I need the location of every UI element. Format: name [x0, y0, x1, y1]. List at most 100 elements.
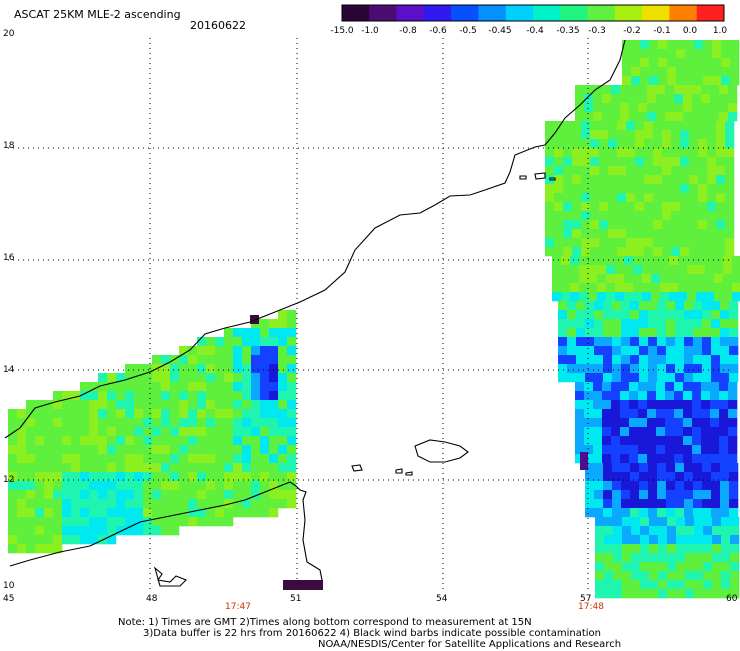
swath-cell	[89, 436, 99, 446]
swath-cell	[206, 445, 216, 455]
swath-cell	[680, 211, 690, 221]
swath-cell	[53, 427, 63, 437]
swath-cell	[653, 139, 663, 149]
swath-cell	[595, 571, 605, 581]
swath-cell	[608, 202, 618, 212]
swath-cell	[572, 202, 582, 212]
swath-cell	[576, 346, 586, 356]
swath-cell	[584, 418, 594, 428]
swath-cell	[630, 346, 640, 356]
swath-cell	[660, 256, 670, 266]
swath-cell	[683, 382, 693, 392]
swath-cell	[651, 265, 661, 275]
swath-cell	[242, 382, 252, 392]
swath-cell	[197, 346, 207, 356]
swath-cell	[53, 508, 63, 518]
swath-cell	[693, 508, 703, 518]
swath-cell	[593, 85, 603, 95]
swath-cell	[728, 445, 738, 455]
swath-cell	[612, 472, 622, 482]
swath-cell	[134, 400, 144, 410]
swath-cell	[71, 472, 81, 482]
swath-cell	[581, 130, 591, 140]
swath-cell	[143, 391, 153, 401]
swath-cell	[581, 211, 591, 221]
swath-cell	[732, 274, 740, 284]
swath-cell	[656, 436, 666, 446]
swath-cell	[635, 157, 645, 167]
swath-cell	[698, 157, 708, 167]
swath-cell	[612, 301, 622, 311]
swath-cell	[287, 373, 297, 383]
swath-cell	[71, 526, 81, 536]
swath-cell	[701, 436, 711, 446]
swath-cell	[572, 193, 582, 203]
swath-cell	[630, 319, 640, 329]
swath-cell	[599, 148, 609, 158]
swath-cell	[635, 130, 645, 140]
swath-cell	[712, 589, 722, 599]
swath-cell	[604, 544, 614, 554]
swath-cell	[269, 319, 279, 329]
swath-cell	[278, 310, 288, 320]
swath-cell	[260, 409, 270, 419]
swath-cell	[287, 463, 297, 473]
swath-cell	[125, 391, 135, 401]
swath-cell	[8, 463, 18, 473]
swath-cell	[629, 400, 639, 410]
swath-cell	[17, 526, 27, 536]
swath-cell	[633, 256, 643, 266]
swath-cell	[260, 463, 270, 473]
swath-cell	[242, 373, 252, 383]
swath-cell	[584, 454, 594, 464]
swath-cell	[143, 400, 153, 410]
swath-cell	[721, 58, 731, 68]
swath-cell	[287, 328, 297, 338]
swath-cell	[608, 184, 618, 194]
colorbar-swatch	[669, 5, 698, 21]
swath-cell	[170, 436, 180, 446]
swath-cell	[71, 535, 81, 545]
swath-cell	[620, 427, 630, 437]
swath-cell	[125, 472, 135, 482]
swath-cell	[710, 436, 720, 446]
swath-cell	[656, 400, 666, 410]
swath-cell	[585, 310, 595, 320]
swath-cell	[206, 490, 216, 500]
swath-cell	[242, 508, 252, 518]
swath-cell	[666, 463, 676, 473]
swath-cell	[608, 175, 618, 185]
swath-cell	[179, 481, 189, 491]
swath-cell	[251, 463, 261, 473]
swath-cell	[134, 391, 144, 401]
swath-cell	[260, 490, 270, 500]
swath-cell	[53, 535, 63, 545]
swath-cell	[608, 157, 618, 167]
swath-cell	[251, 490, 261, 500]
swath-cell	[215, 346, 225, 356]
swath-cell	[134, 526, 144, 536]
swath-cell	[80, 463, 90, 473]
swath-cell	[649, 67, 659, 77]
swath-cell	[269, 346, 279, 356]
swath-cell	[730, 526, 740, 536]
swath-cell	[725, 202, 735, 212]
swath-cell	[639, 463, 649, 473]
swath-cell	[711, 319, 721, 329]
swath-cell	[696, 274, 706, 284]
swath-cell	[287, 310, 297, 320]
swath-cell	[702, 373, 712, 383]
swath-cell	[660, 274, 670, 284]
swath-cell	[667, 526, 677, 536]
swath-cell	[599, 247, 609, 257]
swath-cell	[644, 247, 654, 257]
swath-cell	[694, 544, 704, 554]
swath-cell	[658, 517, 668, 527]
swath-cell	[233, 454, 243, 464]
swath-cell	[694, 589, 704, 599]
swath-cell	[716, 139, 726, 149]
swath-cell	[683, 391, 693, 401]
swath-cell	[669, 274, 679, 284]
swath-cell	[269, 490, 279, 500]
swath-cell	[604, 526, 614, 536]
